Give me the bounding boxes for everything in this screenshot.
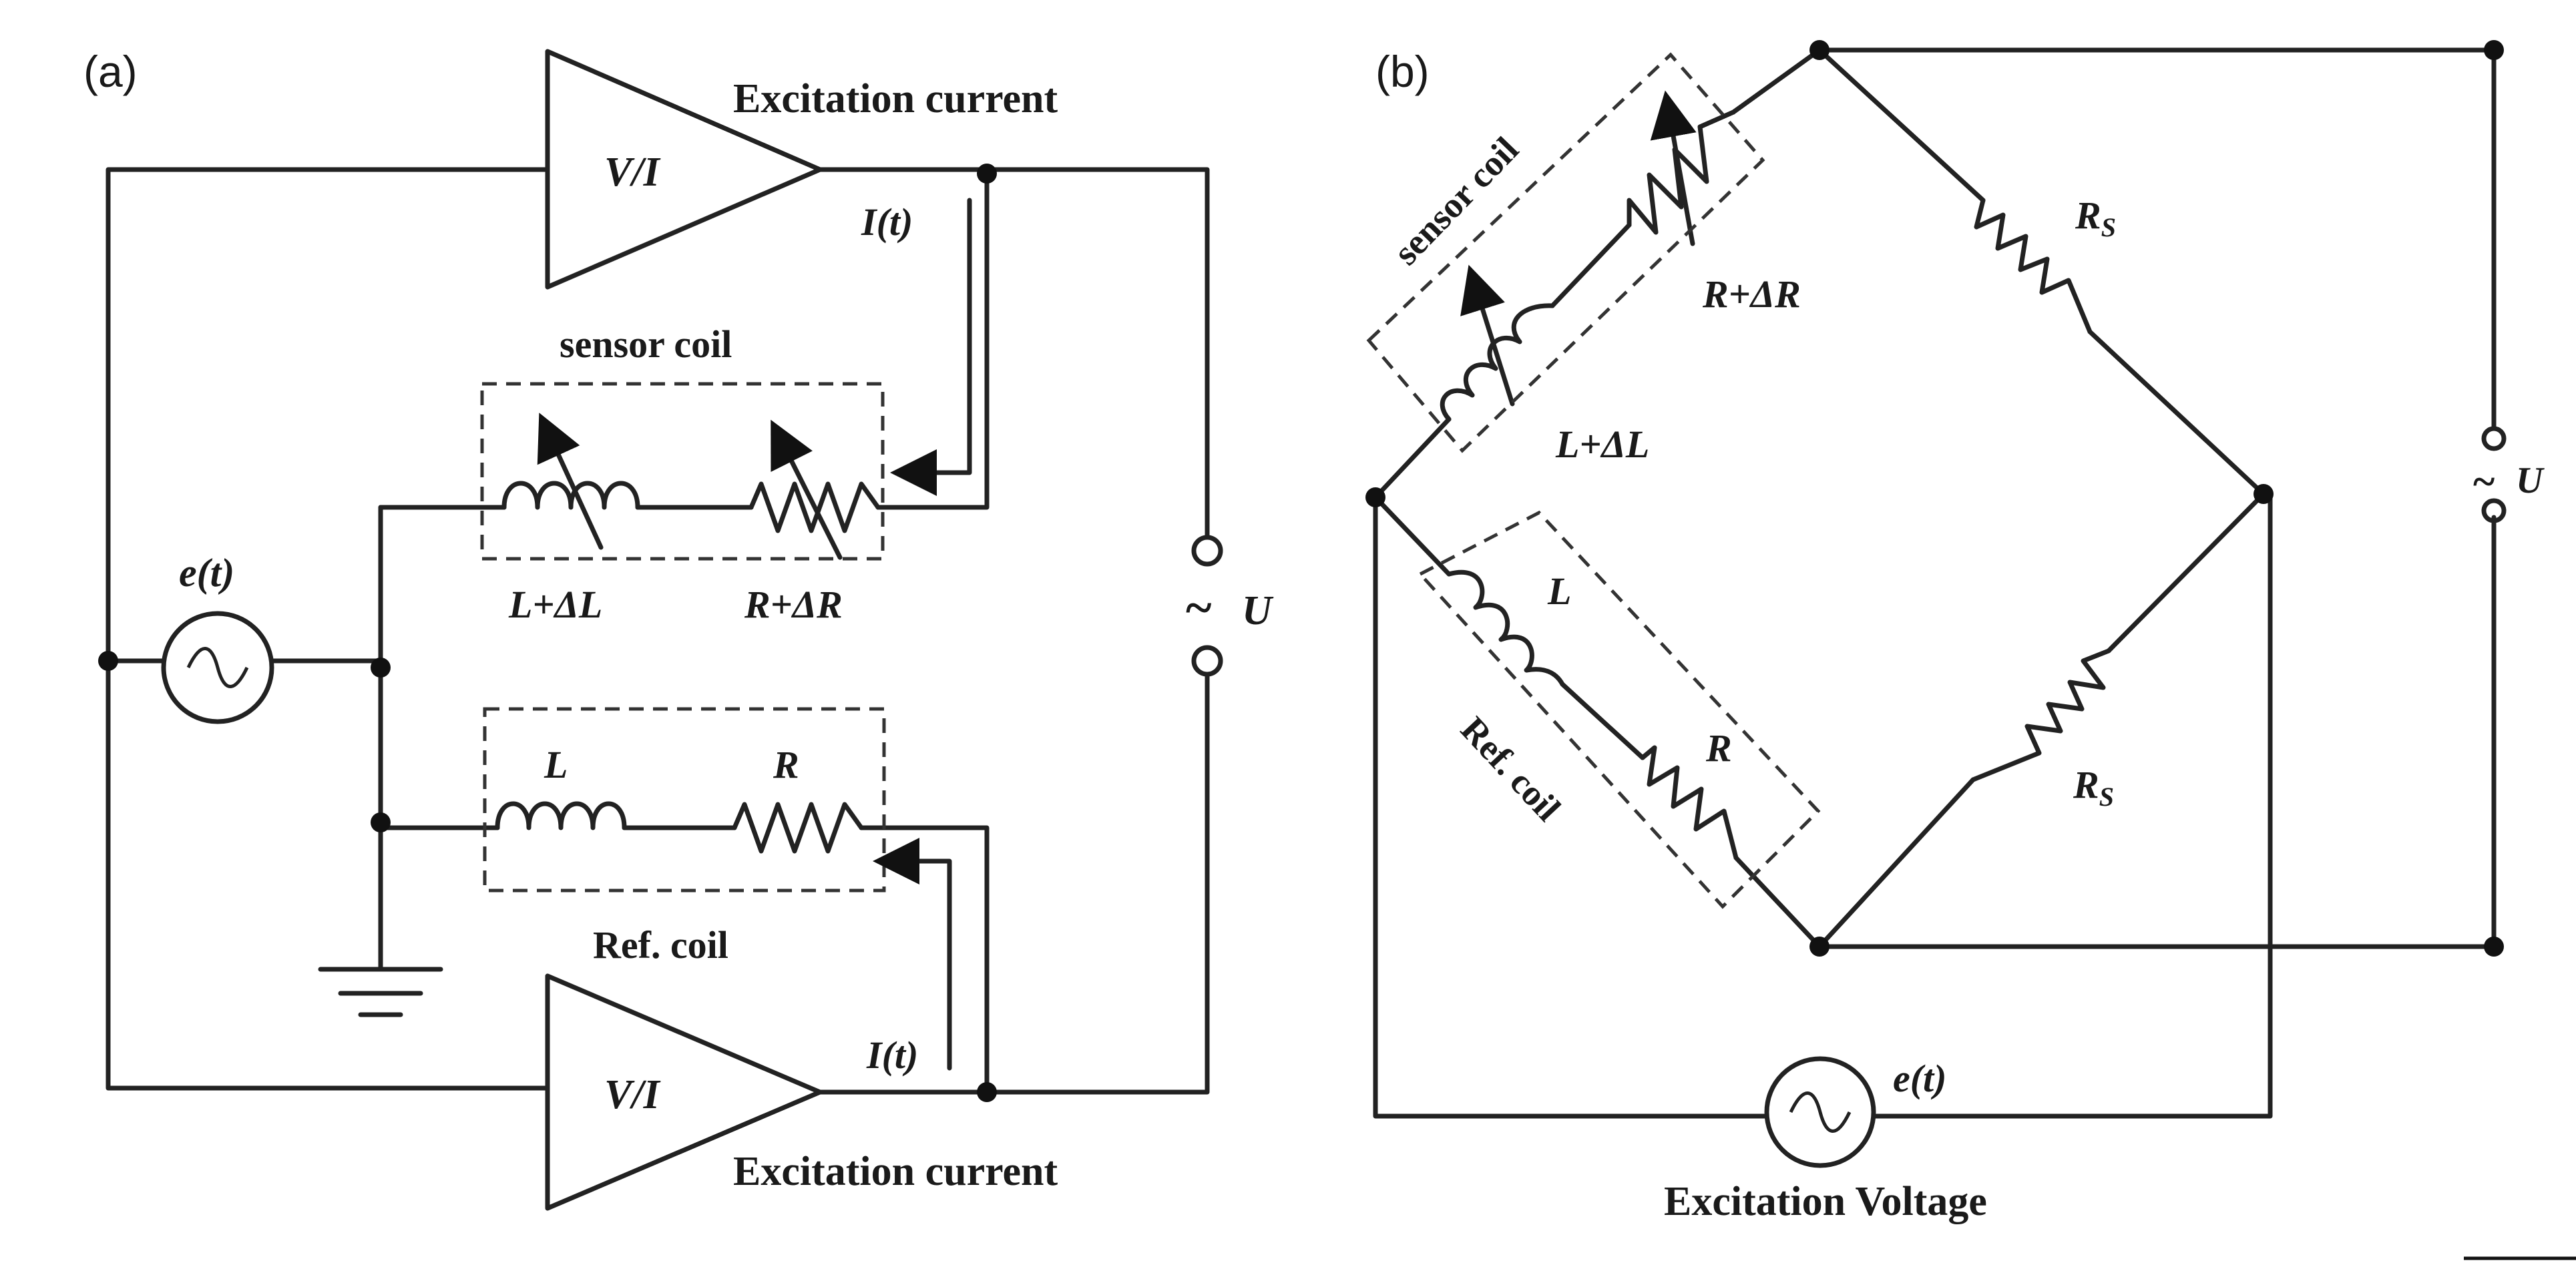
wire-b-ref-arm-mid [1560,682,1645,760]
variable-arrow-icon [1650,90,1697,246]
ref-resistor-label-b: R [1705,726,1732,770]
ref-inductor-b [1446,569,1565,687]
sensor-resistor-label-b: R+ΔR [1702,272,1801,316]
output-terminal-a-top [1191,535,1223,567]
ac-source-b [1764,1056,1876,1168]
output-terminal-b-bottom [2481,498,2507,523]
rs-top-label: RS [2075,194,2116,242]
wire-b-ref-arm-bottom [1733,855,1822,949]
wire-b-rs-bottom-out [1817,777,1976,949]
sine-wave-icon [186,647,249,688]
junction-dot [977,1082,997,1102]
ref-inductor-label-a: L [544,743,568,786]
sensor-resistor-a [748,481,881,533]
wire-b-excitation-left [1373,495,1769,1119]
bridge-node [1809,937,1830,957]
sensor-coil-box-a [480,382,885,561]
ground-symbol [318,967,443,1017]
rs-bottom-label: RS [2073,763,2114,812]
junction-dot [2484,937,2504,957]
wire-b-rs-top-in [1817,47,1986,203]
wire-b-rs-top-out [2087,329,2266,497]
wire-a-left-loop [105,167,550,1091]
ref-coil-box-a [483,707,886,893]
current-label-bottom: I(t) [866,1033,918,1077]
bridge-node [2253,484,2274,504]
vi-amplifier-bottom-label: V/I [604,1072,661,1117]
output-terminal-a-bottom [1191,645,1223,677]
variable-arrow-icon [771,419,843,560]
junction-dot [977,164,997,184]
wire-a-bottom-output [817,672,1210,1095]
panel-a: (a) V/I V/I e(t) s [83,47,1274,1211]
variable-arrow-icon [1460,264,1515,407]
ref-resistor-a [732,802,864,854]
wire-b-right-loop-lower [1817,515,2497,949]
current-arrow-bottom [873,838,952,1071]
vi-amplifier-bottom [545,973,823,1211]
bridge-node [1809,40,1830,60]
sensor-inductor-label-a: L+ΔL [508,583,602,626]
sensor-coil-label-b: sensor coil [1385,130,1526,273]
junction-dot [2484,40,2504,60]
wire-b-right-loop [1817,47,2497,430]
junction-dot [371,812,391,832]
sensor-inductor-a [501,481,640,510]
rs-resistor-top [1974,198,2093,334]
wire-b-ref-arm-top [1373,495,1452,577]
ac-source-a [161,611,274,724]
wire-a-ref-right [859,825,990,1095]
source-label-a: e(t) [179,551,234,595]
junction-dot [98,651,118,671]
wire-b-rs-bottom-in [2106,491,2266,654]
wire-b-excitation-right [1871,491,2273,1119]
ref-inductor-label-b: L [1547,569,1571,613]
output-tilde-b: ~ [2473,459,2495,505]
source-label-b: e(t) [1893,1057,1947,1100]
ref-coil-label-a: Ref. coil [593,923,728,967]
ref-coil-box-b [1417,510,1821,909]
panel-b: (b) ~ U sensor coil R+ΔR L+ΔL Ref. coil … [1365,40,2545,1224]
sensor-inductor-label-b: L+ΔL [1555,423,1649,466]
sensor-coil-label-a: sensor coil [560,322,732,366]
sensor-inductor-b [1440,303,1555,422]
ref-resistor-label-a: R [773,743,799,786]
wire-a-top-output [817,167,1210,540]
panel-a-label: (a) [83,47,138,96]
current-label-top: I(t) [861,200,913,244]
excitation-label-bottom: Excitation current [733,1149,1058,1194]
ref-resistor-b [1640,745,1739,860]
panel-b-label: (b) [1375,47,1430,96]
excitation-voltage-label: Excitation Voltage [1664,1179,1987,1224]
wire-b-sensor-arm-bottom [1373,417,1452,500]
sensor-coil-box-b [1366,52,1765,453]
excitation-label-top: Excitation current [733,76,1058,121]
bridge-node [1365,487,1385,507]
sensor-resistor-b [1627,109,1736,235]
output-label-b: U [2516,460,2545,501]
wire-b-sensor-arm-top [1731,47,1822,115]
sensor-resistor-label-a: R+ΔR [744,583,843,626]
output-label-a: U [1242,588,1274,634]
ref-coil-label-b: Ref. coil [1453,709,1568,828]
wire-b-sensor-arm-mid [1550,222,1632,308]
rs-resistor-bottom [1970,648,2111,782]
sine-wave-icon [1789,1091,1852,1133]
vi-amplifier-top-label: V/I [604,150,661,195]
variable-arrow-icon [537,413,604,550]
junction-dot [371,658,391,678]
output-terminal-b-top [2481,426,2507,451]
wire-a-sensor-right [875,167,990,510]
ref-inductor-a [495,801,627,830]
output-tilde-a: ~ [1186,581,1212,636]
current-arrow-top [890,198,972,496]
